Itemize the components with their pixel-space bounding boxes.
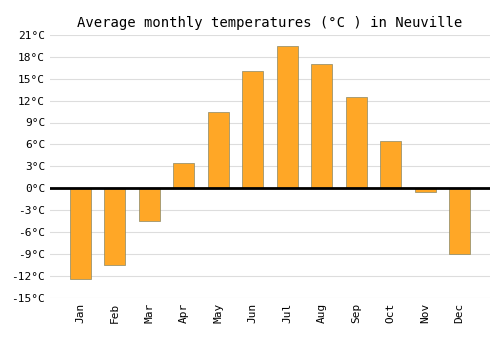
Bar	[70, 188, 90, 279]
Bar	[104, 188, 125, 265]
Bar	[346, 97, 366, 188]
Bar	[139, 188, 160, 221]
Bar	[242, 71, 263, 188]
Bar	[277, 46, 297, 188]
Title: Average monthly temperatures (°C ) in Neuville: Average monthly temperatures (°C ) in Ne…	[78, 16, 462, 30]
Bar	[312, 64, 332, 188]
Bar	[174, 163, 194, 188]
Bar	[208, 112, 229, 188]
Bar	[450, 188, 470, 254]
Bar	[380, 141, 401, 188]
Bar	[415, 188, 436, 192]
